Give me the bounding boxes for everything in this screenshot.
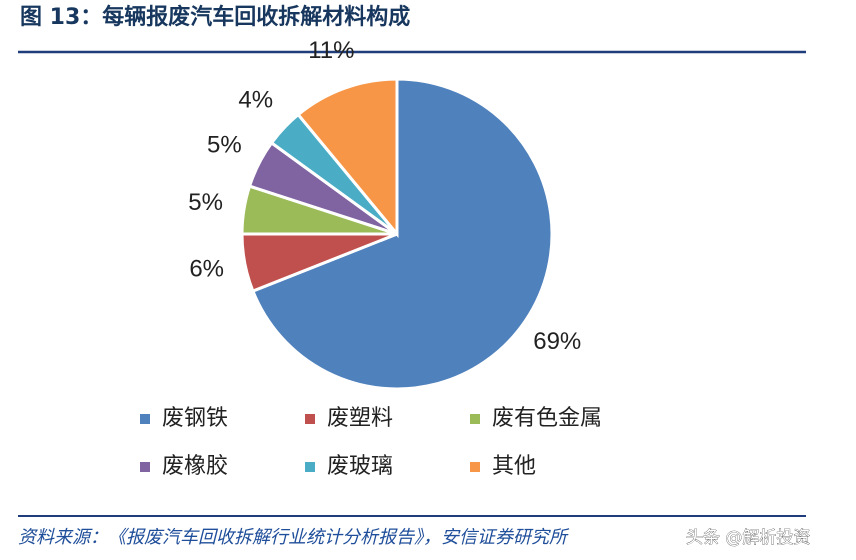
pie-slice [250,77,554,391]
legend-swatch [470,462,480,472]
legend-swatch [305,462,315,472]
data-label: 6% [189,256,224,283]
chart-title: 图 13：每辆报废汽车回收拆解材料构成 [20,4,410,30]
legend-label: 废有色金属 [492,406,602,431]
legend-label: 废玻璃 [327,454,393,479]
source: 资料来源：《报废汽车回收拆解行业统计分析报告》，安信证券研究所 [18,527,570,548]
legend-label: 废钢铁 [162,406,228,431]
legend-label: 废塑料 [327,406,393,431]
legend-swatch [470,414,480,424]
data-label: 11% [308,37,354,64]
legend-swatch [140,414,150,424]
watermark-bg [682,522,842,552]
data-label: 4% [238,87,273,114]
legend-swatch [140,462,150,472]
data-label: 5% [188,189,223,216]
data-label: 69% [533,328,581,355]
legend-swatch [305,414,315,424]
legend-label: 废橡胶 [162,454,228,479]
data-label: 5% [207,131,242,158]
watermark: 头条 @解析投资 [686,528,810,548]
legend-label: 其他 [492,454,536,479]
pie-slice [296,77,399,239]
